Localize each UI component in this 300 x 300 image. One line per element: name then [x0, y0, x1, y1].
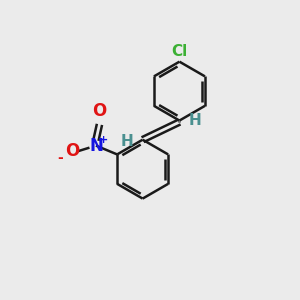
Text: O: O — [65, 142, 79, 160]
Text: H: H — [188, 113, 201, 128]
Text: N: N — [89, 136, 103, 154]
Text: H: H — [121, 134, 134, 149]
Text: Cl: Cl — [171, 44, 188, 59]
Text: O: O — [92, 102, 106, 120]
Text: -: - — [58, 151, 64, 165]
Text: +: + — [99, 135, 108, 145]
